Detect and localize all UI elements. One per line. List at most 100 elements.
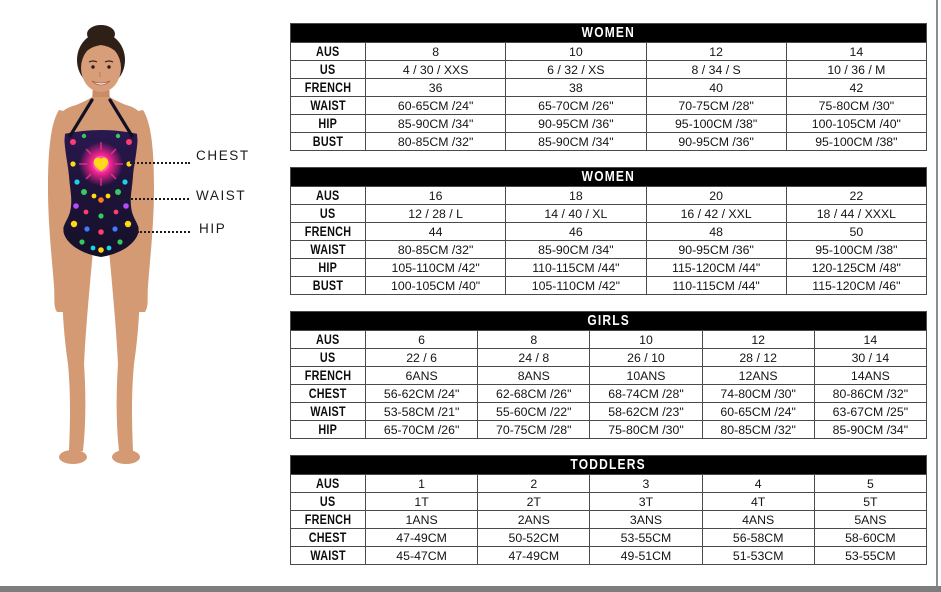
model-right-foot: [112, 450, 140, 464]
size-cell: 56-58CM: [701, 528, 815, 547]
size-cell: 24 / 8: [477, 348, 591, 367]
size-cell: 70-75CM /28": [645, 96, 787, 115]
size-cell: 5: [813, 474, 928, 493]
size-cell: 53-55CM: [813, 546, 928, 565]
chest-dotted-line: [130, 162, 190, 164]
model-photo: [48, 25, 154, 464]
row-label: US: [290, 492, 366, 511]
size-cell: 110-115CM /44": [645, 276, 787, 295]
size-cell: 46: [505, 222, 647, 241]
row-label: HIP: [290, 114, 366, 133]
size-cell: 2ANS: [477, 510, 591, 529]
size-cell: 8ANS: [477, 366, 591, 385]
size-cell: 100-105CM /40": [364, 276, 507, 295]
row-label: AUS: [290, 474, 366, 493]
size-cell: 50: [785, 222, 928, 241]
size-cell: 62-68CM /26": [477, 384, 591, 403]
hip-dotted-line: [137, 231, 190, 233]
size-cell: 5ANS: [813, 510, 928, 529]
size-cell: 85-90CM /34": [813, 420, 928, 439]
swimsuit-heart: [93, 157, 109, 171]
size-cell: 47-49CM: [477, 546, 591, 565]
size-cell: 8 / 34 / S: [645, 60, 787, 79]
size-cell: 58-60CM: [813, 528, 928, 547]
size-cell: 4T: [701, 492, 815, 511]
table-row: FRENCH 44 46 48 50: [290, 222, 928, 241]
model-left-arm: [48, 110, 69, 312]
table-title: WOMEN: [290, 23, 927, 43]
size-cell: 22: [785, 186, 928, 205]
size-cell: 53-55CM: [589, 528, 703, 547]
size-cell: 105-110CM /42": [364, 258, 507, 277]
table-row: WAIST 53-58CM /21" 55-60CM /22" 58-62CM /23…: [290, 402, 928, 421]
waist-callout: WAIST: [119, 188, 246, 203]
size-cell: 30 / 14: [813, 348, 928, 367]
size-cell: 44: [364, 222, 507, 241]
size-cell: 3ANS: [589, 510, 703, 529]
size-cell: 4: [701, 474, 815, 493]
size-cell: 90-95CM /36": [645, 240, 787, 259]
table-row: US 22 / 6 24 / 8 26 / 10 28 / 12 30 / 14: [290, 348, 928, 367]
size-cell: 12ANS: [701, 366, 815, 385]
size-cell: 58-62CM /23": [589, 402, 703, 421]
size-cell: 6: [364, 330, 479, 349]
swimsuit-strap-right: [108, 98, 134, 138]
size-cell: 56-62CM /24": [364, 384, 479, 403]
table-row: US 1T 2T 3T 4T 5T: [290, 492, 928, 511]
size-cell: 14: [813, 330, 928, 349]
table-row: HIP 85-90CM /34" 90-95CM /36" 95-100CM /38"…: [290, 114, 928, 133]
size-cell: 75-80CM /30": [785, 96, 928, 115]
row-label: FRENCH: [290, 78, 366, 97]
size-cell: 100-105CM /40": [785, 114, 928, 133]
row-label: WAIST: [290, 402, 366, 421]
size-cell: 95-100CM /38": [785, 132, 928, 151]
size-cell: 80-85CM /32": [364, 132, 507, 151]
waist-dotted-line: [119, 198, 189, 200]
size-cell: 18 / 44 / XXXL: [785, 204, 928, 223]
table-title: WOMEN: [290, 167, 927, 187]
size-cell: 85-90CM /34": [505, 132, 647, 151]
swimsuit-pattern-dots: [70, 133, 132, 253]
size-cell: 10 / 36 / M: [785, 60, 928, 79]
size-cell: 47-49CM: [364, 528, 479, 547]
table-row: CHEST 47-49CM 50-52CM 53-55CM 56-58CM 58-60CM: [290, 528, 928, 547]
size-cell: 51-53CM: [701, 546, 815, 565]
table-title: GIRLS: [290, 311, 927, 331]
size-cell: 95-100CM /38": [785, 240, 928, 259]
model-right-arm: [133, 110, 154, 312]
table-row: AUS 1 2 3 4 5: [290, 474, 928, 493]
size-cell: 28 / 12: [701, 348, 815, 367]
swimsuit-strap-left: [68, 98, 94, 138]
size-cell: 40: [645, 78, 787, 97]
table-header-row: GIRLS: [290, 311, 927, 331]
table-row: AUS 16 18 20 22: [290, 186, 928, 205]
row-label: FRENCH: [290, 366, 366, 385]
size-cell: 105-110CM /42": [505, 276, 647, 295]
size-cell: 16 / 42 / XXL: [645, 204, 787, 223]
size-cell: 115-120CM /46": [785, 276, 928, 295]
size-cell: 12: [701, 330, 815, 349]
size-cell: 45-47CM: [364, 546, 479, 565]
size-cell: 90-95CM /36": [645, 132, 787, 151]
table-row: US 4 / 30 / XXS 6 / 32 / XS 8 / 34 / S 10 / …: [290, 60, 928, 79]
size-cell: 75-80CM /30": [589, 420, 703, 439]
size-cell: 14: [785, 42, 928, 61]
size-cell: 12: [645, 42, 787, 61]
size-cell: 2: [477, 474, 591, 493]
model-left-foot: [59, 450, 87, 464]
table-title: TODDLERS: [290, 455, 927, 475]
chest-callout: CHEST: [130, 146, 250, 164]
row-label: FRENCH: [290, 510, 366, 529]
size-cell: 1T: [364, 492, 479, 511]
table-row: US 12 / 28 / L 14 / 40 / XL 16 / 42 / XXL 18…: [290, 204, 928, 223]
row-label: CHEST: [290, 384, 366, 403]
table-row: FRENCH 1ANS 2ANS 3ANS 4ANS 5ANS: [290, 510, 928, 529]
size-cell: 115-120CM /44": [645, 258, 787, 277]
table-row: WAIST 60-65CM /24" 65-70CM /26" 70-75CM /28…: [290, 96, 928, 115]
size-cell: 6ANS: [364, 366, 479, 385]
table-header-row: WOMEN: [290, 167, 927, 187]
table-row: FRENCH 6ANS 8ANS 10ANS 12ANS 14ANS: [290, 366, 928, 385]
size-cell: 14 / 40 / XL: [505, 204, 647, 223]
size-cell: 10ANS: [589, 366, 703, 385]
